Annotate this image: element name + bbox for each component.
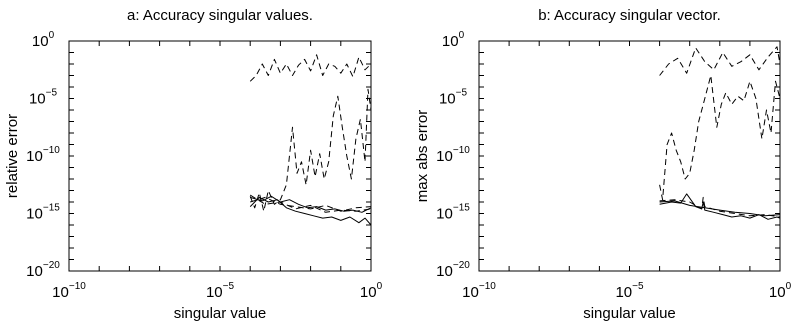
- x-tick-label: 10−5: [615, 281, 644, 301]
- y-tick-base: 10: [26, 263, 43, 280]
- x-tick-base: 10: [615, 284, 632, 301]
- x-tick-exponent: −10: [479, 281, 496, 292]
- series-line-5: [249, 196, 372, 226]
- x-tick-label: 10−10: [52, 281, 86, 301]
- series-group: [249, 54, 372, 226]
- x-tick-exponent: −10: [69, 281, 86, 292]
- series-group: [659, 46, 781, 220]
- y-tick-exponent: −20: [43, 260, 60, 271]
- y-tick-exponent: −5: [46, 88, 58, 99]
- y-tick-exponent: 0: [49, 30, 55, 41]
- x-tick-label: 100: [769, 281, 792, 301]
- x-tick-label: 10−10: [462, 281, 496, 301]
- x-tick-exponent: −5: [223, 281, 235, 292]
- y-tick-exponent: −10: [453, 145, 470, 156]
- y-tick-base: 10: [32, 33, 49, 50]
- x-tick-base: 10: [769, 284, 786, 301]
- x-axis-label: singular value: [174, 305, 267, 322]
- y-tick-label: 10−20: [26, 260, 60, 280]
- y-tick-label: 10−10: [436, 145, 470, 165]
- chart-panel-a: a: Accuracy singular values. singular val…: [4, 7, 383, 322]
- series-line-1: [249, 54, 372, 82]
- x-tick-label: 10−5: [206, 281, 235, 301]
- y-tick-exponent: −15: [43, 203, 60, 214]
- chart-title: b: Accuracy singular vector.: [538, 7, 721, 24]
- y-tick-base: 10: [442, 33, 459, 50]
- y-tick-base: 10: [436, 148, 453, 165]
- series-line-2: [249, 88, 372, 212]
- x-tick-base: 10: [206, 284, 223, 301]
- x-tick-base: 10: [360, 284, 377, 301]
- y-tick-exponent: 0: [459, 30, 465, 41]
- y-tick-exponent: −10: [43, 145, 60, 156]
- series-line-4: [249, 194, 372, 213]
- plot-area: [478, 40, 781, 272]
- chart-panel-b: b: Accuracy singular vector. singular val…: [414, 7, 792, 322]
- series-line-5: [659, 200, 781, 217]
- series-line-1: [659, 46, 781, 76]
- y-tick-exponent: −5: [456, 88, 468, 99]
- x-tick-exponent: 0: [786, 281, 792, 292]
- y-tick-label: 10−15: [26, 203, 60, 223]
- series-line-3: [659, 196, 781, 218]
- y-tick-label: 10−5: [439, 88, 468, 108]
- x-tick-base: 10: [52, 284, 69, 301]
- y-tick-base: 10: [439, 91, 456, 108]
- y-tick-label: 10−5: [29, 88, 58, 108]
- x-tick-base: 10: [462, 284, 479, 301]
- y-tick-base: 10: [436, 263, 453, 280]
- y-axis-label: relative error: [4, 114, 21, 198]
- x-tick-label: 100: [360, 281, 383, 301]
- series-line-2: [659, 75, 781, 201]
- x-tick-exponent: −5: [632, 281, 644, 292]
- plot-area: [68, 40, 372, 272]
- y-tick-exponent: −20: [453, 260, 470, 271]
- y-tick-exponent: −15: [453, 203, 470, 214]
- y-tick-base: 10: [26, 148, 43, 165]
- series-line-4: [659, 193, 781, 220]
- y-tick-base: 10: [436, 206, 453, 223]
- y-tick-label: 10−10: [26, 145, 60, 165]
- y-tick-base: 10: [26, 206, 43, 223]
- y-tick-base: 10: [29, 91, 46, 108]
- series-line-6: [250, 195, 372, 213]
- x-axis-label: singular value: [583, 305, 676, 322]
- y-tick-label: 10−20: [436, 260, 470, 280]
- chart-title: a: Accuracy singular values.: [127, 7, 313, 24]
- y-tick-label: 100: [442, 30, 465, 50]
- series-line-3: [250, 196, 372, 212]
- y-axis-label: max abs error: [414, 110, 431, 203]
- x-tick-exponent: 0: [377, 281, 383, 292]
- y-tick-label: 10−15: [436, 203, 470, 223]
- y-tick-label: 100: [32, 30, 55, 50]
